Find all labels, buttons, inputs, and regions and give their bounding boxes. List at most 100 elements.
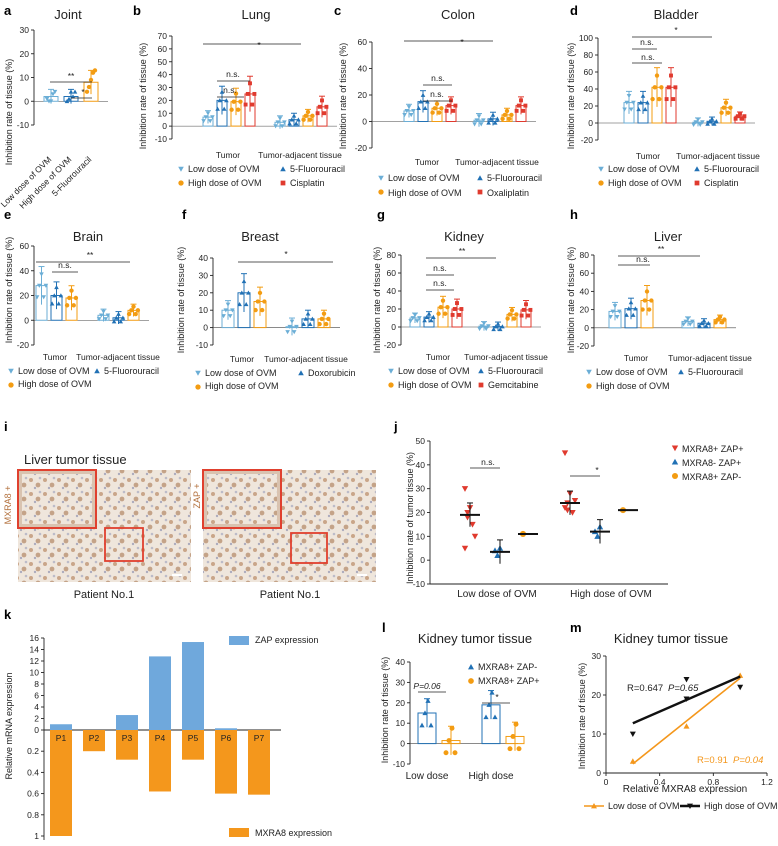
g-pt-1-0-1 [479,324,485,329]
h-legend-marker-2 [586,383,592,389]
g-y-tick-label-5: 80 [387,250,397,260]
legend-f-drug: Doxorubicin [308,368,356,378]
roi-mxra8 [104,527,144,562]
k-xtick-5: P6 [221,733,232,743]
p-m-low: P=0.04 [733,755,763,766]
title-f: Breast [241,229,279,244]
e-pt-0-1-4 [58,293,64,298]
e-pt-0-1-1 [52,293,57,298]
e-pt-1-0-4 [105,313,111,318]
d-pt-0-1-2 [640,93,646,98]
g-pt-0-0-4 [417,316,422,321]
m-x-label-0: 0 [604,777,609,787]
b-y-tick-label-3: 20 [158,95,168,105]
group-g-tumor: Tumor [426,352,450,362]
h-pt-1-0-4 [690,319,695,324]
k-ytop-label-4: 8 [34,679,39,689]
legend-j-1: MXRA8+ ZAP+ [682,444,744,454]
d-pt-0-2-2 [654,73,660,78]
k-ytop-label-3: 6 [34,691,39,701]
xtick-j-1: Low dose of OVM [457,589,536,600]
d-pt-1-1-2 [709,116,715,121]
legend-b-low: Low dose of OVM [188,164,260,174]
g-pt-1-3-1 [521,307,526,312]
b-legend-marker-0 [178,166,184,172]
c-pt-1-3-1 [516,103,521,108]
panel-label-b: b [133,3,141,18]
group-e-tumor: Tumor [43,352,67,362]
sig-l: * [495,692,499,702]
b-pt-1-3-1 [317,104,322,109]
b-pt-1-2-4 [310,113,315,119]
e-pt-1-2-2 [131,304,136,309]
b-pt-1-2-1 [303,113,308,119]
f-pt-0-1-1 [239,290,245,295]
c-pt-0-0-0 [402,113,407,118]
k-xtick-1: P2 [89,733,100,743]
e-pt-0-2-4 [73,295,79,301]
e-pt-1-1-4 [120,315,126,320]
d-y-tick-label-6: 100 [579,33,593,43]
legend-g-high: High dose of OVM [398,380,472,390]
b-pt-0-3-3 [250,102,255,107]
d-pt-0-1-1 [638,100,644,105]
b-legend-marker-2 [178,180,184,186]
c-pt-0-0-3 [408,113,414,118]
ylabel-b: Inhibition rate of tissue (%) [138,43,148,150]
m-fit-0 [632,677,741,765]
d-pt-1-0-3 [697,122,703,127]
scalebar-zap [357,574,367,576]
g-y-tick-label-1: 0 [391,322,396,332]
e-pt-1-0-1 [99,313,104,318]
panel-label-k: k [4,607,12,622]
b-pt-0-1-2 [219,89,225,94]
f-pt-0-1-0 [237,301,242,307]
b-y-tick-label-0: -10 [155,134,168,144]
g-pt-1-1-2 [495,321,501,326]
b-pt-0-1-3 [221,106,227,111]
g-pt-0-0-2 [412,313,418,318]
h-pt-1-2-4 [722,317,727,322]
k-ybot-label-1: 0.2 [27,746,39,756]
legend-g-low: Low dose of OVM [398,366,470,376]
f-pt-1-0-3 [291,330,297,335]
g-pt-0-3-0 [450,312,455,317]
g-pt-0-1-2 [426,311,432,316]
c-pt-1-2-4 [509,112,514,118]
d-pt-0-3-3 [671,97,676,102]
c-pt-0-0-1 [404,109,410,114]
legend-k-zap: ZAP expression [255,635,318,645]
title-l: Kidney tumor tissue [418,631,532,646]
c-y-tick-label-2: 20 [358,90,368,100]
g-legend-marker-1 [478,368,484,374]
g-pt-1-2-3 [512,316,517,321]
group-d-adjacent: Tumor-adjacent tissue [676,151,760,161]
m-pt-0-1 [683,723,690,729]
f-pt-1-2-4 [326,316,331,322]
l-pt-0-0-0 [419,722,425,728]
c-pt-1-0-3 [478,122,484,127]
c-pt-0-2-2 [434,101,440,107]
g-pt-0-3-4 [459,307,464,311]
f-legend-marker-1 [298,370,304,376]
d-legend-marker-1 [694,166,700,172]
l-pt-1-0-0 [483,714,489,720]
m-x-label-2: 0.8 [707,777,719,787]
title-e: Brain [73,229,103,244]
g-pt-1-3-0 [519,313,524,318]
g-pt-0-2-0 [436,311,441,316]
d-y-tick-label-4: 60 [584,67,594,77]
k-mxra8-bar-2 [116,730,138,760]
m-legend-marker-1 [687,803,693,809]
g-pt-1-1-0 [491,326,496,332]
a-y-tick-label-0: -10 [17,120,30,130]
k-ytop-label-0: 0 [34,725,39,735]
legend-b-drug: Cisplatin [290,178,325,188]
g-pt-0-1-4 [431,314,436,319]
d-pt-1-1-1 [707,119,713,124]
b-pt-0-0-4 [210,115,215,120]
b-pt-0-0-3 [207,119,213,124]
l-pt-0-0-3 [428,722,434,728]
group-h-adjacent: Tumor-adjacent tissue [668,353,752,363]
